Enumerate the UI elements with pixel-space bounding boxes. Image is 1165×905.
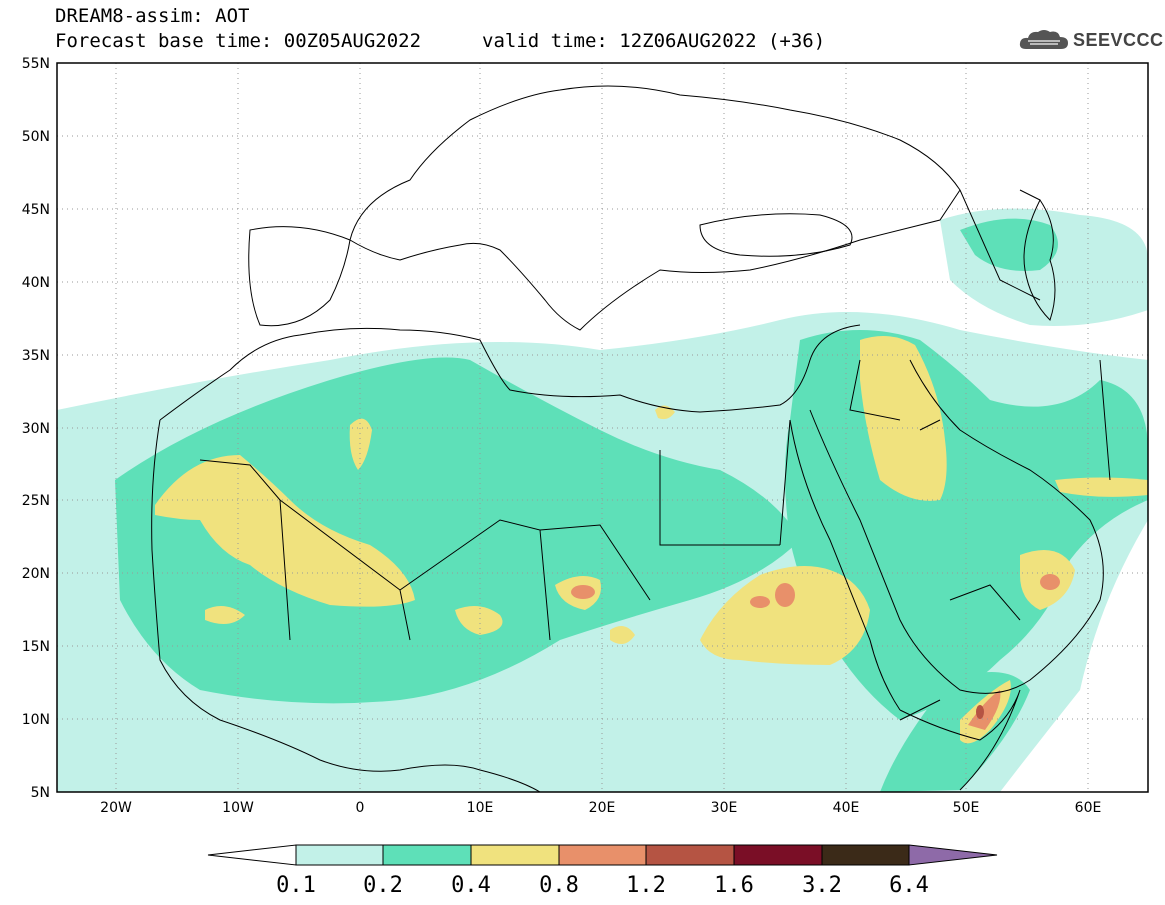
colorbar-over-arrow [908,844,998,866]
colorbar-segment [645,844,735,866]
lat-label: 25N [22,493,50,509]
valid-time: valid time: 12Z06AUG2022 (+36) [482,30,826,52]
colorbar-segment [821,844,910,866]
colorbar-segment [382,844,472,866]
aot-level-0.8 [571,574,1060,730]
lon-label: 20W [100,800,132,816]
aot-level-1.2 [976,705,984,719]
lat-label: 50N [22,129,50,145]
lat-label: 15N [22,639,50,655]
lat-label: 40N [22,275,50,291]
colorbar-label: 1.6 [714,873,754,898]
map-title: DREAM8-assim: AOT [55,5,250,27]
colorbar-segment [558,844,647,866]
lat-label: 20N [22,566,50,582]
colorbar-label: 0.2 [363,873,403,898]
cloud-icon [1019,30,1068,49]
logo-text: SEEVCCC [1073,29,1164,50]
aot-field [57,208,1148,792]
colorbar-label: 3.2 [802,873,842,898]
seevccc-logo: SEEVCCC [1018,27,1164,53]
lat-label: 35N [22,348,50,364]
lon-label: 40E [833,800,860,816]
colorbar-under-arrow [207,844,297,866]
lat-label: 5N [31,785,50,801]
colorbar-segment [295,844,384,866]
colorbar-label: 0.1 [276,873,316,898]
lat-lon-grid [57,63,1148,792]
lon-label: 30E [711,800,738,816]
lon-label: 0 [356,800,365,816]
lon-label: 10W [222,800,254,816]
colorbar-label: 0.8 [539,873,579,898]
colorbar: 0.1 0.2 0.4 0.8 1.2 1.6 3.2 6.4 [207,844,998,898]
colorbar-segment [733,844,823,866]
forecast-base-time: Forecast base time: 00Z05AUG2022 [55,30,422,52]
lon-label: 10E [467,800,494,816]
colorbar-segment [470,844,560,866]
lat-label: 10N [22,712,50,728]
plot-frame [56,62,1149,793]
lon-label: 20E [589,800,616,816]
lat-label: 45N [22,202,50,218]
lon-label: 60E [1075,800,1102,816]
lon-axis: 20W 10W 0 10E 20E 30E 40E 50E 60E [100,800,1101,816]
colorbar-label: 0.4 [451,873,491,898]
coastlines [151,85,1111,792]
lat-axis: 55N 50N 45N 40N 35N 30N 25N 20N 15N 10N … [22,56,50,801]
lat-label: 30N [22,421,50,437]
lon-label: 50E [953,800,980,816]
lat-label: 55N [22,56,50,72]
colorbar-label: 6.4 [889,873,929,898]
colorbar-label: 1.2 [626,873,666,898]
